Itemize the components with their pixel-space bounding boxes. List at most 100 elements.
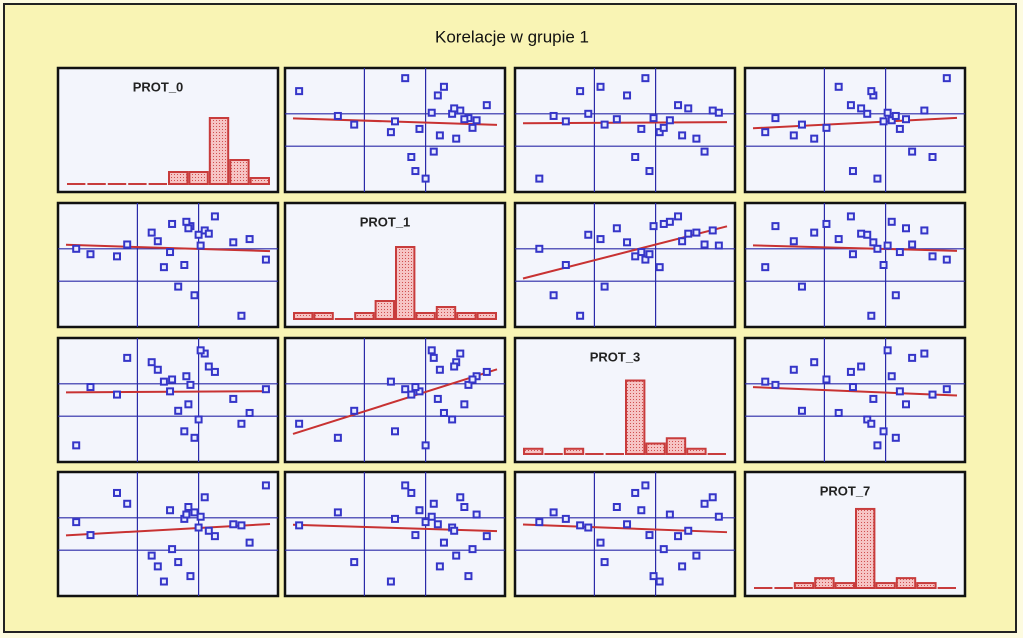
point (869, 394, 878, 403)
point (920, 106, 929, 115)
point (692, 228, 701, 237)
point (174, 406, 183, 415)
point (174, 558, 183, 567)
point (86, 383, 95, 392)
hist-bar (168, 171, 189, 185)
point (229, 520, 238, 529)
panel (283, 66, 507, 194)
point (873, 174, 882, 183)
point (810, 134, 819, 143)
point (637, 506, 646, 515)
point (391, 514, 399, 523)
point (184, 400, 193, 409)
point (908, 147, 917, 156)
point (684, 229, 693, 238)
point (386, 377, 395, 386)
hist-bar (834, 582, 855, 590)
point (920, 226, 929, 235)
panel (56, 336, 280, 464)
point (887, 217, 896, 226)
point (333, 433, 342, 442)
hist-bar (415, 312, 436, 320)
point (789, 365, 798, 374)
point (891, 433, 900, 442)
point (700, 240, 709, 249)
point (429, 353, 438, 362)
point (427, 346, 436, 355)
point (549, 291, 558, 300)
point (561, 117, 570, 126)
point (147, 228, 156, 237)
point (848, 250, 857, 259)
point (427, 108, 436, 117)
point (761, 263, 770, 272)
point (245, 235, 254, 244)
point (182, 217, 191, 226)
point (391, 427, 399, 436)
point (797, 120, 806, 129)
panel (513, 201, 737, 329)
point (600, 282, 609, 291)
point (153, 365, 162, 374)
point (245, 408, 254, 417)
point (123, 353, 132, 362)
hist-bar (208, 117, 230, 185)
point (386, 128, 395, 137)
point (429, 499, 438, 508)
point (113, 390, 121, 399)
point (665, 116, 674, 125)
point (761, 377, 770, 386)
point (576, 311, 585, 320)
hist-bar (563, 447, 585, 455)
point (421, 518, 430, 527)
point (460, 503, 469, 511)
point (771, 380, 780, 389)
point (674, 532, 683, 541)
point (535, 244, 544, 253)
fit-line (752, 116, 958, 130)
point (429, 147, 438, 156)
point (902, 400, 910, 409)
hist-bar (665, 437, 687, 455)
chart-title: Korelacje w grupie 1 (435, 27, 589, 46)
point (186, 380, 195, 389)
hist-bar (875, 582, 896, 590)
hist-bar (293, 312, 314, 320)
point (908, 240, 917, 249)
point (700, 499, 709, 508)
point (879, 117, 888, 126)
point (649, 114, 658, 123)
point (549, 111, 558, 120)
point (822, 219, 831, 228)
point (641, 74, 650, 83)
point (649, 222, 658, 231)
point (237, 521, 246, 530)
point (411, 531, 420, 540)
panel (743, 336, 967, 464)
hist-bar (814, 577, 835, 590)
point (700, 147, 709, 156)
point (427, 512, 436, 521)
point (401, 385, 410, 394)
point (631, 488, 640, 497)
point (714, 241, 723, 250)
point (641, 255, 650, 264)
point (184, 224, 193, 233)
point (439, 82, 448, 91)
point (596, 82, 605, 91)
point (708, 493, 717, 502)
point (655, 577, 664, 586)
point (190, 291, 199, 300)
point (415, 506, 424, 515)
point (433, 520, 442, 529)
point (867, 87, 876, 96)
panel-title: PROT_7 (820, 483, 871, 498)
point (460, 400, 469, 409)
point (708, 106, 717, 115)
point (665, 510, 674, 519)
point (450, 526, 459, 535)
point (456, 106, 465, 115)
point (386, 577, 395, 586)
point (645, 167, 654, 176)
point (168, 219, 177, 228)
